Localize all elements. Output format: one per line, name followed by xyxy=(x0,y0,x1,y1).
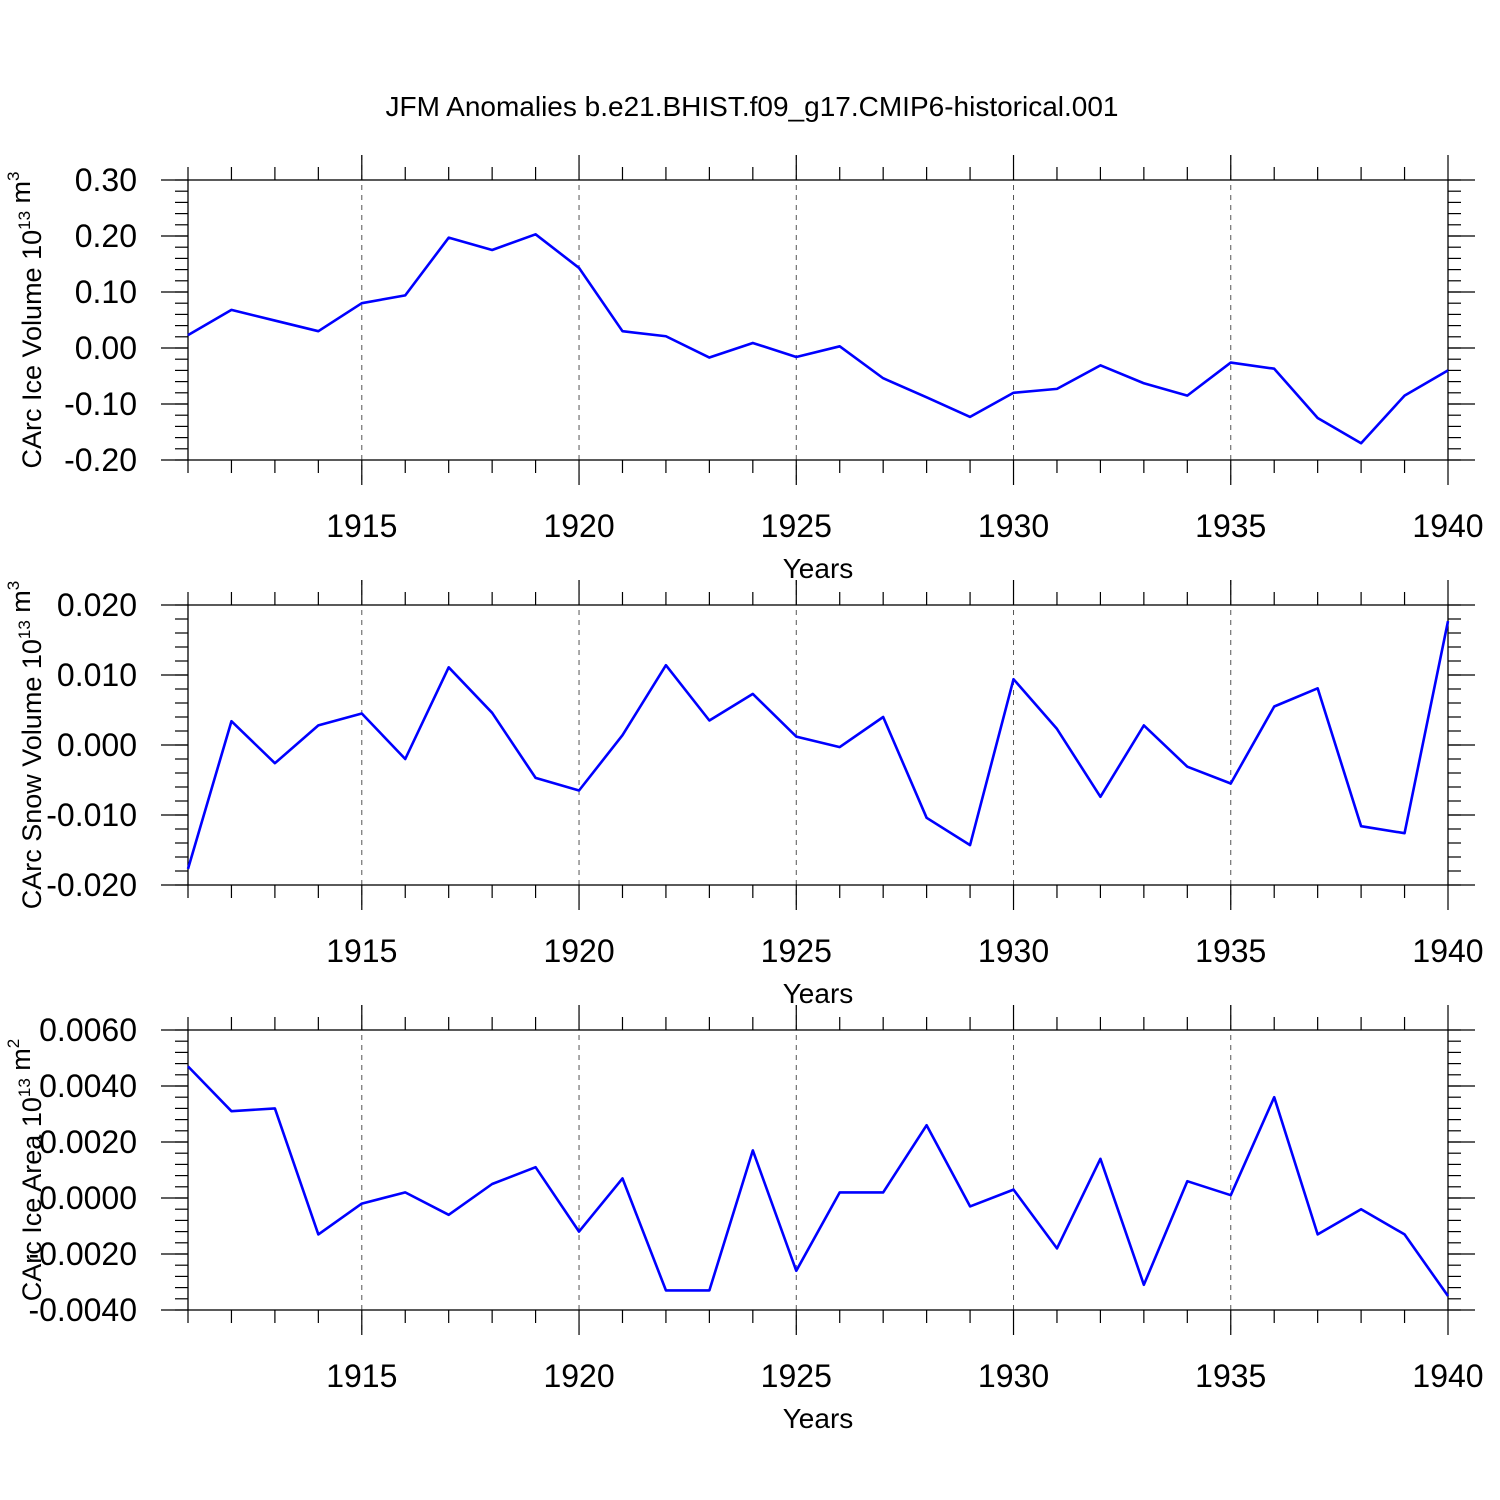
y-axis-label-text: CArc Ice Volume 10 xyxy=(17,230,47,469)
x-tick-label: 1935 xyxy=(1195,1358,1266,1394)
y-tick-label: -0.020 xyxy=(46,867,137,903)
y-axis-label-text: m xyxy=(6,1048,36,1078)
plot-frame xyxy=(187,604,1449,886)
y-axis-label: CArc Snow Volume 1013 m3 xyxy=(4,581,47,910)
series-line xyxy=(187,233,1449,445)
x-tick-label: 1935 xyxy=(1195,508,1266,544)
y-tick-label: 0.0000 xyxy=(39,1180,137,1216)
y-tick-label: 0.000 xyxy=(57,727,137,763)
x-tick-label: 1915 xyxy=(326,1358,397,1394)
chart-title: JFM Anomalies b.e21.BHIST.f09_g17.CMIP6-… xyxy=(385,91,1118,122)
y-tick-label: 0.0040 xyxy=(39,1068,137,1104)
x-tick-label: 1925 xyxy=(761,508,832,544)
x-axis-label: Years xyxy=(783,1403,854,1434)
y-axis-label-superscript: 13 xyxy=(15,1078,34,1097)
x-tick-label: 1925 xyxy=(761,933,832,969)
x-tick-label: 1920 xyxy=(543,1358,614,1394)
y-axis-label-text: m xyxy=(6,181,36,211)
y-axis-label: CArc Ice Volume 1013 m3 xyxy=(4,171,47,468)
x-tick-label: 1930 xyxy=(978,933,1049,969)
y-tick-label: 0.0060 xyxy=(39,1012,137,1048)
y-tick-label: -0.20 xyxy=(64,442,137,478)
chart-panel-1: -0.20 -0.10 0.00 0.10 0.20 0.30 1915 1920 1925 19… xyxy=(4,155,1484,584)
x-tick-label: 1930 xyxy=(978,1358,1049,1394)
x-tick-label: 1930 xyxy=(978,508,1049,544)
y-axis-label-text: CArc Ice Area 10 xyxy=(17,1097,47,1301)
x-tick-label: 1920 xyxy=(543,933,614,969)
y-axis-label: CArc Ice Area 1013 m2 xyxy=(4,1039,47,1302)
y-axis-label-superscript: 3 xyxy=(4,581,23,590)
x-tick-label: 1920 xyxy=(543,508,614,544)
x-tick-label: 1925 xyxy=(761,1358,832,1394)
y-tick-label: -0.0020 xyxy=(28,1236,137,1272)
y-tick-label: 0.00 xyxy=(75,330,137,366)
x-tick-label: 1935 xyxy=(1195,933,1266,969)
series-line xyxy=(186,620,1450,870)
y-tick-label: -0.10 xyxy=(64,386,137,422)
x-axis-label: Years xyxy=(783,553,854,584)
y-tick-label: 0.10 xyxy=(75,274,137,310)
plot-frame xyxy=(187,179,1449,461)
y-axis-label-superscript: 13 xyxy=(15,620,34,639)
chart-panel-3: -0.0040 -0.0020 0.0000 0.0020 0.0040 0.0060 19… xyxy=(4,1005,1484,1434)
y-tick-label: -0.010 xyxy=(46,797,137,833)
series-line xyxy=(187,1065,1450,1297)
y-tick-label: 0.30 xyxy=(75,162,137,198)
x-tick-label: 1915 xyxy=(326,508,397,544)
x-tick-label: 1940 xyxy=(1412,1358,1483,1394)
x-tick-label: 1940 xyxy=(1412,933,1483,969)
y-axis-label-superscript: 2 xyxy=(4,1039,23,1048)
y-tick-label: 0.20 xyxy=(75,218,137,254)
y-axis-label-superscript: 3 xyxy=(4,171,23,180)
y-axis-label-superscript: 13 xyxy=(15,211,34,230)
y-tick-label: 0.0020 xyxy=(39,1124,137,1160)
plot-frame xyxy=(187,1029,1449,1311)
x-tick-label: 1915 xyxy=(326,933,397,969)
y-tick-label: 0.020 xyxy=(57,587,137,623)
y-axis-label-text: CArc Snow Volume 10 xyxy=(17,639,47,909)
y-tick-label: 0.010 xyxy=(57,657,137,693)
x-axis-label: Years xyxy=(783,978,854,1009)
y-axis-label-text: m xyxy=(6,590,36,620)
y-tick-label: -0.0040 xyxy=(28,1292,137,1328)
chart-panel-2: -0.020 -0.010 0.000 0.010 0.020 1915 1920 1925 1… xyxy=(4,580,1484,1009)
x-tick-label: 1940 xyxy=(1412,508,1483,544)
